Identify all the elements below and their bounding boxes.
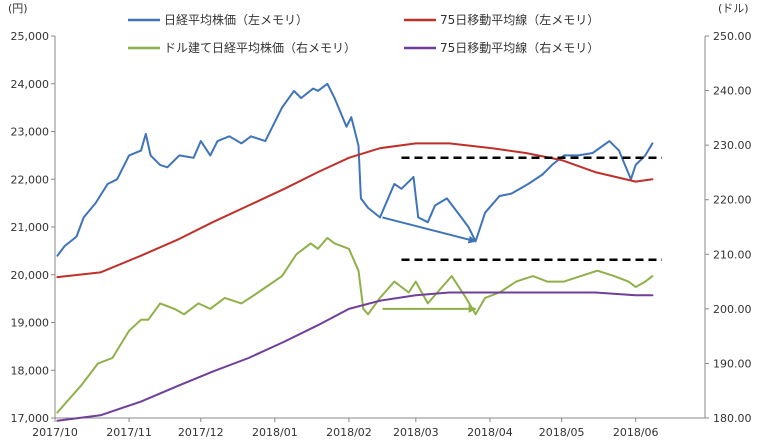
legend: 日経平均株価（左メモリ） 75日移動平均線（左メモリ） ドル建て日経平均株価（右… bbox=[128, 12, 599, 55]
right-tick-label: 210.00 bbox=[713, 248, 752, 261]
annotation-layer bbox=[382, 156, 662, 313]
left-tick-label: 23,000 bbox=[11, 126, 50, 139]
x-tick-label: 2018/06 bbox=[613, 426, 659, 439]
left-tick-label: 19,000 bbox=[11, 317, 50, 330]
right-tick-label: 180.00 bbox=[713, 412, 752, 425]
arrow-nikkei-decline bbox=[382, 216, 477, 244]
left-tick-label: 22,000 bbox=[11, 173, 50, 186]
x-axis-ticks: 2017/10 2017/11 2017/12 2018/01 2018/02 2018/… bbox=[32, 418, 659, 439]
left-tick-label: 24,000 bbox=[11, 78, 50, 91]
x-tick-label: 2017/11 bbox=[106, 426, 152, 439]
left-tick-label: 20,000 bbox=[11, 269, 50, 282]
legend-label-nikkei-usd: ドル建て日経平均株価（右メモリ） bbox=[164, 40, 356, 55]
x-tick-label: 2017/10 bbox=[32, 426, 78, 439]
right-tick-label: 190.00 bbox=[713, 357, 752, 370]
series-line-ma75-left bbox=[56, 142, 654, 279]
left-tick-label: 17,000 bbox=[11, 412, 50, 425]
x-tick-label: 2017/12 bbox=[178, 426, 224, 439]
right-tick-label: 240.00 bbox=[713, 85, 752, 98]
legend-item-nikkei: 日経平均株価（左メモリ） bbox=[128, 12, 308, 27]
legend-item-nikkei-usd: ドル建て日経平均株価（右メモリ） bbox=[128, 40, 356, 55]
x-tick-label: 2018/04 bbox=[467, 426, 513, 439]
x-tick-label: 2018/01 bbox=[252, 426, 298, 439]
left-tick-label: 21,000 bbox=[11, 221, 50, 234]
series-line-nikkei bbox=[56, 82, 654, 257]
right-tick-label: 200.00 bbox=[713, 303, 752, 316]
series-line-ma75-right bbox=[56, 291, 654, 422]
right-tick-label: 250.00 bbox=[713, 30, 752, 43]
x-tick-label: 2018/03 bbox=[393, 426, 439, 439]
left-tick-label: 18,000 bbox=[11, 364, 50, 377]
series-layer bbox=[56, 82, 654, 422]
legend-label-ma75-left: 75日移動平均線（左メモリ） bbox=[440, 12, 599, 27]
left-axis-ticks: 17,000 18,000 19,000 20,000 21,000 22,000 23,0… bbox=[11, 30, 55, 425]
left-axis-unit: (円) bbox=[8, 2, 28, 15]
legend-label-ma75-right: 75日移動平均線（右メモリ） bbox=[440, 40, 599, 55]
right-axis-unit: (ドル) bbox=[718, 2, 749, 15]
right-tick-label: 220.00 bbox=[713, 194, 752, 207]
right-axis-ticks: 180.00 190.00 200.00 210.00 220.00 230.00 240.… bbox=[705, 30, 752, 425]
x-tick-label: 2018/02 bbox=[326, 426, 372, 439]
x-tick-label: 2018/05 bbox=[539, 426, 585, 439]
legend-item-ma75-left: 75日移動平均線（左メモリ） bbox=[404, 12, 599, 27]
legend-item-ma75-right: 75日移動平均線（右メモリ） bbox=[404, 40, 599, 55]
legend-label-nikkei: 日経平均株価（左メモリ） bbox=[164, 12, 308, 27]
series-line-nikkei-usd bbox=[56, 236, 654, 414]
left-tick-label: 25,000 bbox=[11, 30, 50, 43]
right-tick-label: 230.00 bbox=[713, 139, 752, 152]
